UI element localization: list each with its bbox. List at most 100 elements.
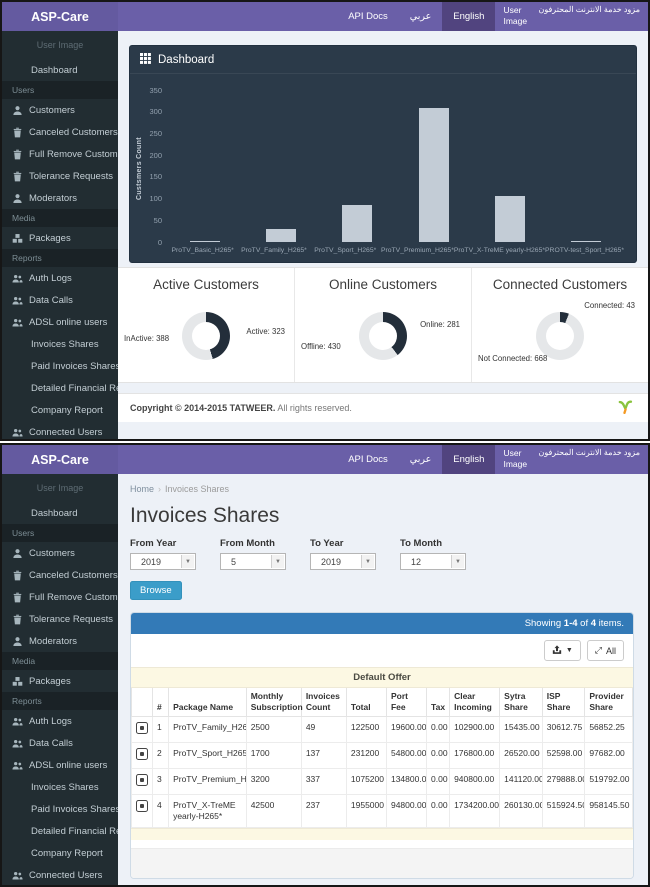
- sidebar-item-invoices-shares[interactable]: Invoices Shares: [31, 781, 99, 793]
- sidebar-item-paid-invoices-shares[interactable]: Paid Invoices Shares: [31, 360, 118, 372]
- user-menu[interactable]: User Image مزود خدمة الانترنت المحترفون: [495, 445, 648, 474]
- cell-port-fee: 19600.00: [385, 716, 428, 744]
- cell-num: 4: [152, 794, 170, 829]
- cell-tax: 0.00: [426, 768, 451, 796]
- sidebar-item-detailed-financial-report[interactable]: Detailed Financial Report: [31, 382, 118, 394]
- user-icon: [12, 548, 23, 559]
- sidebar: User Image Dashboard Users Customers Cancel…: [2, 474, 118, 885]
- sidebar-item-tolerance-requests[interactable]: Tolerance Requests: [2, 608, 118, 630]
- export-menu-button[interactable]: ▼: [543, 640, 581, 661]
- cell-provider-share: 519792.00: [584, 768, 633, 796]
- cell-isp-share: 52598.00: [541, 742, 586, 770]
- sidebar-item-dashboard[interactable]: Dashboard: [31, 507, 78, 519]
- donut-online-customers: Online Customers Offline: 430 Online: 281: [295, 268, 472, 382]
- chart-panel-title: Dashboard: [158, 54, 215, 66]
- expand-row-button[interactable]: [136, 722, 149, 735]
- panel-bottom-area: [131, 848, 633, 879]
- api-docs-link[interactable]: API Docs: [348, 454, 388, 465]
- sidebar-section-users: Users: [2, 81, 118, 99]
- expand-all-button[interactable]: ⤢ All: [586, 640, 624, 661]
- sidebar-item-full-remove-customer-reqs[interactable]: Full Remove Customer Reqs: [2, 586, 118, 608]
- sidebar-item-canceled-customers[interactable]: Canceled Customers: [2, 121, 118, 143]
- breadcrumb-home-link[interactable]: Home: [130, 484, 155, 494]
- brand-logo[interactable]: ASP-Care: [2, 445, 118, 474]
- cell-isp-share: 515924.50: [541, 794, 586, 829]
- sidebar-toggle-button[interactable]: [118, 445, 150, 474]
- cell-num: 3: [152, 768, 170, 796]
- select-from-year[interactable]: 2019 ▼: [130, 553, 196, 570]
- cell-tax: 0.00: [426, 716, 451, 744]
- cell-num: 1: [152, 716, 170, 744]
- sidebar-item-customers[interactable]: Customers: [2, 542, 118, 564]
- cell-total: 122500: [345, 716, 387, 744]
- user-icon: [12, 105, 23, 116]
- cell-monthly-subscription: 2500: [245, 716, 302, 744]
- page-title: Invoices Shares: [130, 504, 280, 527]
- bar-protv-basic-h265: [190, 240, 221, 242]
- sidebar-item-dashboard[interactable]: Dashboard: [31, 64, 78, 76]
- sidebar-item-moderators[interactable]: Moderators: [2, 630, 118, 652]
- yii-logo[interactable]: [618, 400, 636, 416]
- users-icon: [12, 760, 23, 771]
- cubes-icon: [12, 233, 23, 244]
- column-header-port-fee: Port Fee: [385, 688, 428, 718]
- sidebar-item-data-calls[interactable]: Data Calls: [2, 289, 118, 311]
- table-row: 2 ProTV_Sport_H265* 1700 137 231200 54800.00 0…: [131, 742, 633, 770]
- column-header-sytra-share: Sytra Share: [499, 688, 543, 718]
- select-caret-icon: ▼: [361, 555, 374, 568]
- select-to-year[interactable]: 2019 ▼: [310, 553, 376, 570]
- sidebar-item-packages[interactable]: Packages: [2, 670, 118, 692]
- expand-row-button[interactable]: [136, 800, 149, 813]
- sidebar-section-reports: Reports: [2, 692, 118, 710]
- sidebar-item-paid-invoices-shares[interactable]: Paid Invoices Shares: [31, 803, 118, 815]
- users-icon: [12, 870, 23, 881]
- sidebar-item-adsl-online-users[interactable]: ADSL online users: [2, 311, 118, 333]
- users-icon: [12, 295, 23, 306]
- column-header-package-name: Package Name: [168, 688, 247, 718]
- select-value: 2019: [141, 556, 162, 567]
- sidebar-item-customers[interactable]: Customers: [2, 99, 118, 121]
- language-arabic-link[interactable]: عربي: [409, 11, 432, 22]
- browse-button[interactable]: Browse: [130, 581, 182, 600]
- sidebar-item-auth-logs[interactable]: Auth Logs: [2, 267, 118, 289]
- brand-logo[interactable]: ASP-Care: [2, 2, 118, 31]
- cell-total: 1075200: [345, 768, 387, 796]
- sidebar-item-packages[interactable]: Packages: [2, 227, 118, 249]
- sidebar-item-canceled-customers[interactable]: Canceled Customers: [2, 564, 118, 586]
- language-arabic-link[interactable]: عربي: [409, 454, 432, 465]
- cubes-icon: [12, 676, 23, 687]
- y-tick: 50: [153, 215, 162, 225]
- sidebar-item-moderators[interactable]: Moderators: [2, 187, 118, 209]
- sidebar-item-company-report[interactable]: Company Report: [31, 404, 103, 416]
- sidebar-toggle-button[interactable]: [118, 2, 150, 31]
- sidebar-item-adsl-online-users[interactable]: ADSL online users: [2, 754, 118, 776]
- language-english-link[interactable]: English: [442, 2, 496, 31]
- x-category-label: ProTV_Sport_H265*: [314, 247, 377, 254]
- dashboard-chart-panel: Dashboard Custsmers Count 0 50 100 150 200 25…: [129, 45, 637, 263]
- expand-row-button[interactable]: [136, 748, 149, 761]
- api-docs-link[interactable]: API Docs: [348, 11, 388, 22]
- cell-sytra-share: 260130.00: [499, 794, 543, 829]
- sidebar-item-tolerance-requests[interactable]: Tolerance Requests: [2, 165, 118, 187]
- sidebar-item-detailed-financial-report[interactable]: Detailed Financial Report: [31, 825, 118, 837]
- sidebar-item-company-report[interactable]: Company Report: [31, 847, 103, 859]
- select-to-month[interactable]: 12 ▼: [400, 553, 466, 570]
- cell-monthly-subscription: 3200: [245, 768, 302, 796]
- sidebar-item-auth-logs[interactable]: Auth Logs: [2, 710, 118, 732]
- cell-package-name: ProTV_Sport_H265*: [168, 742, 247, 770]
- page-footer: Copyright © 2014-2015 TATWEER. All right…: [118, 393, 648, 422]
- sidebar-item-connected-users[interactable]: Connected Users: [2, 864, 118, 885]
- sidebar-item-data-calls[interactable]: Data Calls: [2, 732, 118, 754]
- user-name: مزود خدمة الانترنت المحترفون: [538, 5, 640, 14]
- expand-row-button[interactable]: [136, 774, 149, 787]
- select-from-month[interactable]: 5 ▼: [220, 553, 286, 570]
- grid1-summary: Showing 1-4 of 4 items.: [131, 613, 633, 634]
- users-icon: [12, 738, 23, 749]
- users-icon: [12, 427, 23, 438]
- bar-protv-test-sport-h265: [570, 240, 601, 242]
- user-menu[interactable]: User Image مزود خدمة الانترنت المحترفون: [495, 2, 648, 31]
- sidebar-item-invoices-shares[interactable]: Invoices Shares: [31, 338, 99, 350]
- sidebar-item-full-remove-customer-reqs[interactable]: Full Remove Customer Reqs: [2, 143, 118, 165]
- language-english-link[interactable]: English: [442, 445, 496, 474]
- sidebar-item-connected-users[interactable]: Connected Users: [2, 421, 118, 439]
